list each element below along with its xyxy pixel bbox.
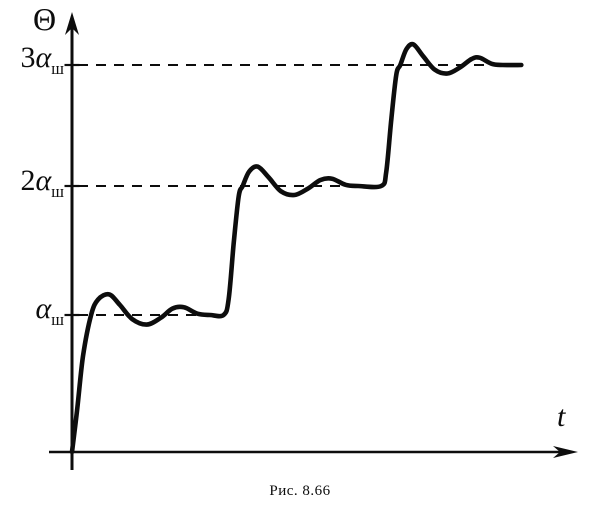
tick-label-prefix: 2 xyxy=(20,164,36,197)
x-axis-label: t xyxy=(557,400,566,433)
figure-caption: Рис. 8.66 xyxy=(269,483,331,499)
y-axis-arrowhead xyxy=(65,12,79,35)
y-axis-label: Θ xyxy=(33,1,57,37)
tick-label-alpha: α xyxy=(35,41,52,74)
tick-label-alpha: α xyxy=(35,292,52,325)
tick-label-prefix: 3 xyxy=(20,41,36,74)
y-tick-label-2alpha: 2αш xyxy=(20,164,64,200)
y-tick-label-3alpha: 3αш xyxy=(20,41,64,77)
tick-label-subscript: ш xyxy=(51,59,64,78)
theta-curve xyxy=(69,41,524,455)
tick-label-alpha: α xyxy=(35,164,52,197)
x-axis-arrowhead xyxy=(553,446,578,458)
y-tick-label-alpha: αш xyxy=(35,292,64,328)
tick-label-subscript: ш xyxy=(51,310,64,329)
tick-label-subscript: ш xyxy=(51,182,64,201)
